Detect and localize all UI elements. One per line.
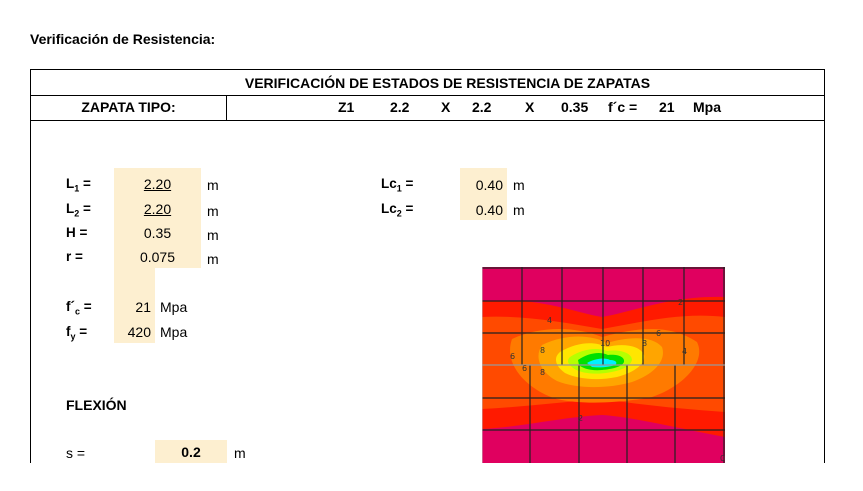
zapata-dim1: 2.2 (390, 99, 410, 115)
flexion-heading: FLEXIÓN (66, 397, 127, 413)
zapata-id: Z1 (338, 99, 355, 115)
value-H[interactable]: 0.35 (143, 225, 172, 241)
svg-text:8: 8 (642, 339, 647, 348)
unit-Lc1: m (513, 177, 525, 193)
zapata-type-label: ZAPATA TIPO: (31, 95, 227, 120)
zapata-fc-unit: Mpa (693, 99, 721, 115)
divider (31, 120, 824, 121)
svg-text:2: 2 (578, 414, 583, 423)
value-L1[interactable]: 2.20 (143, 176, 172, 192)
input-cell-bg (114, 168, 201, 268)
label-s: s = (66, 445, 86, 461)
svg-text:10: 10 (600, 339, 610, 348)
value-fc[interactable]: 21 (135, 299, 151, 315)
unit-fc: Mpa (160, 299, 188, 315)
unit-fy: Mpa (160, 324, 188, 340)
value-L2[interactable]: 2.20 (143, 201, 172, 217)
zapata-height: 0.35 (561, 99, 589, 115)
svg-text:6: 6 (656, 329, 661, 338)
svg-text:0: 0 (720, 454, 725, 463)
svg-text:6: 6 (522, 364, 527, 373)
svg-text:2: 2 (678, 298, 683, 307)
input-cell-bg (460, 168, 507, 220)
divider (31, 95, 824, 96)
resistance-table: VERIFICACIÓN DE ESTADOS DE RESISTENCIA D… (30, 69, 825, 463)
label-r: r = (66, 249, 83, 264)
label-Lc1: Lc1 = (381, 176, 414, 194)
label-L2: L2 = (66, 201, 91, 219)
zapata-fc-value: 21 (659, 99, 675, 115)
value-r[interactable]: 0.075 (139, 249, 176, 265)
unit-Lc2: m (513, 202, 525, 218)
unit-s: m (234, 445, 246, 461)
label-fy: fy = (66, 324, 88, 342)
unit-L2: m (207, 203, 219, 219)
svg-text:8: 8 (540, 346, 545, 355)
section-heading: Verificación de Resistencia: (30, 31, 216, 47)
zapata-fc-label: f´c = (608, 99, 638, 115)
unit-L1: m (207, 177, 219, 193)
zapata-x1: X (441, 99, 451, 115)
input-cell-bg (155, 440, 227, 463)
value-fy[interactable]: 420 (127, 324, 151, 340)
table-title: VERIFICACIÓN DE ESTADOS DE RESISTENCIA D… (31, 70, 824, 95)
label-Lc2: Lc2 = (381, 201, 414, 219)
value-Lc2[interactable]: 0.40 (475, 202, 503, 218)
zapata-x2: X (525, 99, 535, 115)
label-L1: L1 = (66, 176, 91, 194)
input-cell-bg (114, 268, 155, 343)
svg-text:8: 8 (540, 368, 545, 377)
table-title-text: VERIFICACIÓN DE ESTADOS DE RESISTENCIA D… (244, 74, 651, 91)
label-fc: f´c = (66, 299, 92, 317)
zapata-row: ZAPATA TIPO: Z1 2.2 X 2.2 X 0.35 f´c = 2… (31, 95, 824, 120)
unit-r: m (207, 251, 219, 267)
unit-H: m (207, 227, 219, 243)
value-Lc1[interactable]: 0.40 (475, 177, 503, 193)
label-H: H = (66, 225, 88, 240)
zapata-dim2: 2.2 (472, 99, 492, 115)
svg-text:4: 4 (547, 316, 552, 325)
svg-text:4: 4 (682, 347, 687, 356)
svg-text:6: 6 (510, 352, 515, 361)
value-s[interactable]: 0.2 (181, 444, 201, 460)
stress-contour-image: 2 4 6 8 10 8 6 4 6 8 2 0 (481, 267, 725, 463)
